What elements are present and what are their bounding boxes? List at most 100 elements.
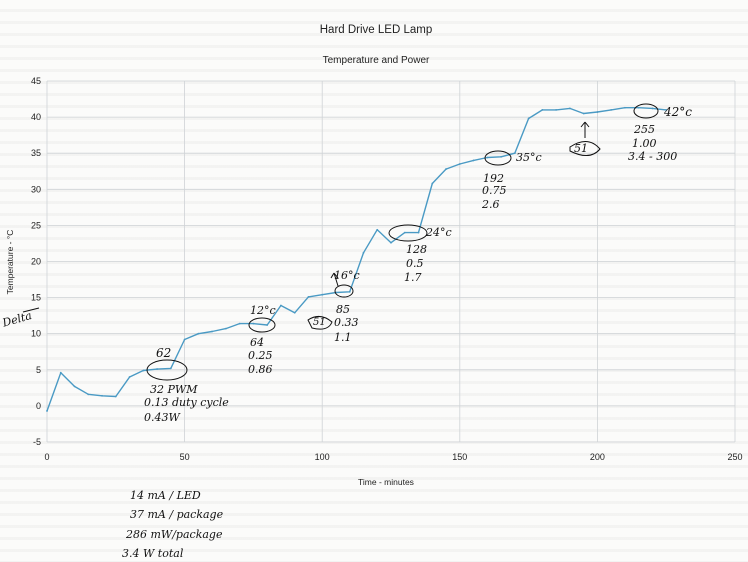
data-point	[458, 163, 461, 165]
y-tick-label: 0	[36, 401, 41, 411]
circle-85	[334, 284, 354, 298]
data-point	[555, 108, 558, 111]
data-point	[183, 338, 186, 341]
data-point	[211, 330, 214, 333]
circle-255	[633, 103, 659, 119]
pwm-128-label: 128	[406, 243, 427, 256]
y-tick-label: 10	[31, 329, 41, 339]
data-point	[293, 311, 296, 314]
mark-51b-outline	[569, 141, 601, 156]
data-point	[321, 293, 324, 296]
y-tick-label: 20	[31, 257, 41, 267]
circle-192	[484, 150, 512, 166]
pwm-64-detail-a: 0.25	[248, 349, 273, 362]
pwm-85-detail-b: 1.1	[334, 331, 352, 344]
y-tick-label: 35	[31, 148, 41, 158]
pwm-62-detail-b: 0.13 duty cycle	[144, 396, 229, 409]
data-point	[472, 159, 475, 162]
data-point	[252, 322, 255, 325]
pwm-192-detail-b: 2.6	[481, 198, 500, 211]
y-tick-label: 30	[31, 184, 41, 194]
data-point	[142, 369, 145, 372]
gridlines	[46, 80, 736, 443]
data-point	[266, 324, 269, 326]
data-point	[307, 295, 310, 298]
data-point	[348, 290, 351, 293]
note-package-power: 286 mW/package	[125, 528, 223, 541]
arrow-up-85	[330, 272, 339, 287]
pwm-85-label: 85	[336, 303, 350, 316]
delta-stroke	[22, 307, 40, 313]
pwm-62-detail-a: 32 PWM	[150, 383, 198, 396]
data-point	[156, 368, 158, 370]
data-point	[486, 156, 489, 159]
pwm-64-detail-b: 0.86	[248, 363, 273, 376]
pwm-255-detail-b: 3.4 - 300	[628, 150, 677, 163]
x-tick-label: 200	[590, 452, 605, 462]
data-point	[610, 108, 613, 111]
data-point	[280, 304, 282, 307]
pwm-62-detail-c: 0.43W	[144, 411, 181, 424]
data-point	[376, 228, 379, 231]
data-point	[59, 371, 62, 374]
pwm-192-detail-a: 0.75	[482, 184, 507, 197]
pwm-85-detail-a: 0.33	[334, 316, 359, 329]
data-point	[128, 376, 131, 378]
data-point	[362, 251, 365, 254]
x-tick-label: 50	[180, 452, 190, 462]
temp-12-label: 12°c	[250, 304, 276, 317]
pwm-62-label: 62	[156, 346, 171, 360]
data-point	[238, 322, 241, 325]
handwritten-circles	[22, 103, 659, 381]
mark-51-label: 51	[313, 317, 326, 328]
pwm-255-detail-a: 1.00	[632, 137, 657, 150]
note-led-current: 14 mA / LED	[130, 489, 201, 502]
temp-16-label: 16°c	[334, 269, 360, 282]
pwm-255-label: 255	[633, 123, 655, 136]
note-package-current: 37 mA / package	[130, 508, 224, 521]
delta-label: Delta	[0, 309, 33, 330]
pwm-128-detail-b: 1.7	[404, 271, 422, 284]
x-tick-label: 100	[315, 452, 330, 462]
pwm-64-label: 64	[250, 336, 264, 349]
data-point	[500, 155, 502, 158]
data-point	[582, 112, 585, 115]
y-tick-label: 45	[31, 76, 41, 86]
data-point	[568, 107, 571, 110]
data-point	[390, 241, 392, 244]
data-point	[527, 117, 530, 120]
data-point	[224, 327, 227, 330]
data-point	[114, 395, 117, 398]
temp-42-label: 42°c	[663, 105, 692, 119]
temp-24-label: 24°c	[425, 226, 452, 239]
y-tick-label: 25	[31, 220, 41, 230]
data-point	[541, 108, 544, 111]
chart-title: Hard Drive LED Lamp	[320, 24, 432, 36]
data-point	[637, 106, 640, 109]
x-tick-label: 0	[44, 452, 49, 462]
circle-64	[248, 317, 276, 333]
data-point	[431, 182, 434, 185]
mark-51-outline	[307, 316, 333, 330]
x-tick-label: 250	[727, 452, 742, 462]
data-point	[624, 106, 626, 109]
x-tick-label: 150	[452, 452, 467, 462]
circle-128	[388, 224, 428, 242]
data-point	[169, 367, 172, 370]
y-axis-label: Temperature - °C	[5, 230, 15, 295]
temp-35-label: 35°c	[516, 151, 542, 164]
note-total-power: 3.4 W total	[122, 547, 184, 560]
x-axis-label: Time - minutes	[358, 477, 414, 487]
y-tick-label: 40	[31, 112, 41, 122]
data-point	[46, 410, 48, 412]
data-point	[651, 107, 654, 110]
temperature-line	[46, 106, 667, 412]
data-point	[513, 152, 516, 155]
circle-62	[146, 359, 188, 381]
series-temperature	[46, 106, 668, 412]
arrow-up-51b	[580, 121, 590, 138]
data-point	[665, 108, 668, 111]
chart-subtitle: Temperature and Power	[323, 55, 430, 66]
data-point	[87, 393, 90, 396]
